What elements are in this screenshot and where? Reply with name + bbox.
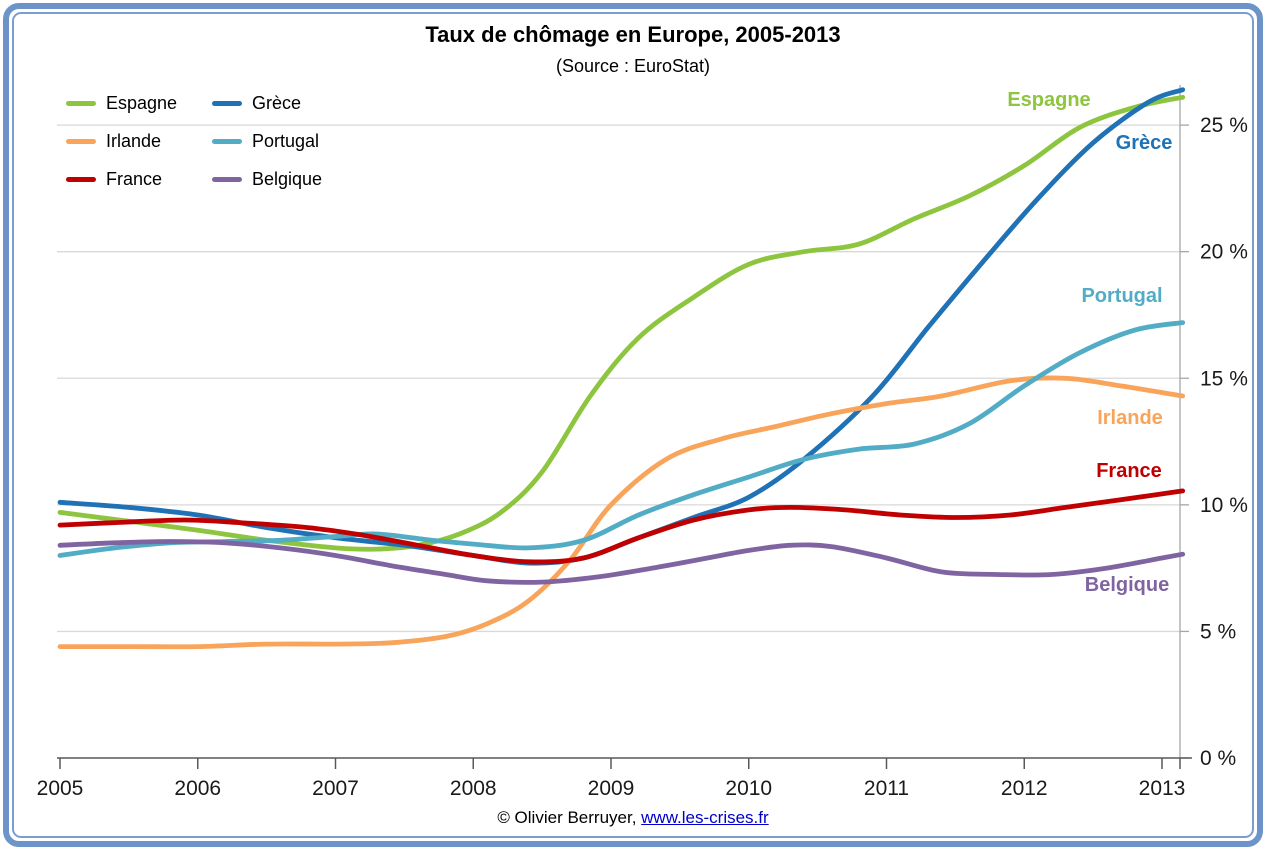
legend-item-grece: Grèce [212,93,322,114]
series-portugal [57,320,1186,558]
series-label-belgique: Belgique [1085,574,1169,596]
series-irlande [57,375,1186,650]
series-line-france [57,488,1186,565]
series-france [57,488,1186,565]
x-tick-label-2012: 2012 [1001,777,1048,800]
legend-item-france: France [66,169,212,190]
chart-footer: © Olivier Berruyer, www.les-crises.fr [0,808,1266,828]
x-tick-label-2008: 2008 [450,777,497,800]
copyright-text: © Olivier Berruyer, [497,808,642,827]
legend-swatch-france [66,176,96,182]
legend-swatch-espagne [66,100,96,106]
x-tick-label-2009: 2009 [588,777,635,800]
series-label-france: France [1096,460,1162,482]
x-tick-label-2011: 2011 [864,777,909,800]
legend-label-portugal: Portugal [252,130,320,151]
series-line-portugal [57,320,1186,558]
legend-swatch-irlande [66,138,96,144]
series-label-irlande: Irlande [1097,407,1163,429]
legend-label-france: France [106,168,163,189]
legend-label-espagne: Espagne [106,92,178,113]
x-tick-label-2005: 2005 [37,777,84,800]
legend-label-grece: Grèce [252,92,302,113]
legend-item-espagne: Espagne [66,93,212,114]
series-label-portugal: Portugal [1081,285,1162,307]
x-tick-label-2007: 2007 [312,777,359,800]
x-axis: 2005 2006 2007 2008 2009 2010 2011 2012 2013 [37,757,1192,800]
chart-title: Taux de chômage en Europe, 2005-2013 [425,22,841,47]
legend-label-irlande: Irlande [106,130,162,151]
y-tick-label-0: 0 % [1200,747,1236,770]
series-label-grece: Grèce [1116,132,1173,154]
chart-legend: Espagne Grèce Irlande Portugal France Belgiqu… [66,84,322,198]
y-tick-label-5: 5 % [1200,620,1236,643]
y-tick-label-10: 10 % [1200,494,1248,517]
y-tick-label-25: 25 % [1200,114,1248,137]
chart-subtitle: (Source : EuroStat) [555,56,711,76]
y-axis-right: 0 % 5 % 10 % 15 % 20 % 25 % [1179,85,1248,770]
y-tick-label-15: 15 % [1200,367,1248,390]
y-tick-label-20: 20 % [1200,241,1248,264]
legend-item-portugal: Portugal [212,131,322,152]
series-label-espagne: Espagne [1007,89,1090,111]
legend-swatch-belgique [212,176,242,182]
series-espagne [57,94,1186,552]
legend-swatch-portugal [212,138,242,144]
x-tick-label-2006: 2006 [174,777,221,800]
legend-item-irlande: Irlande [66,131,212,152]
series-line-irlande [57,375,1186,650]
les-crises-link[interactable]: www.les-crises.fr [641,808,769,827]
x-tick-label-2013: 2013 [1139,777,1186,800]
series-line-espagne [57,94,1186,552]
series-line-belgique [57,539,1186,585]
legend-swatch-grece [212,100,242,106]
series-belgique [57,539,1186,585]
legend-label-belgique: Belgique [252,168,323,189]
x-tick-label-2010: 2010 [725,777,772,800]
legend-item-belgique: Belgique [212,169,322,190]
